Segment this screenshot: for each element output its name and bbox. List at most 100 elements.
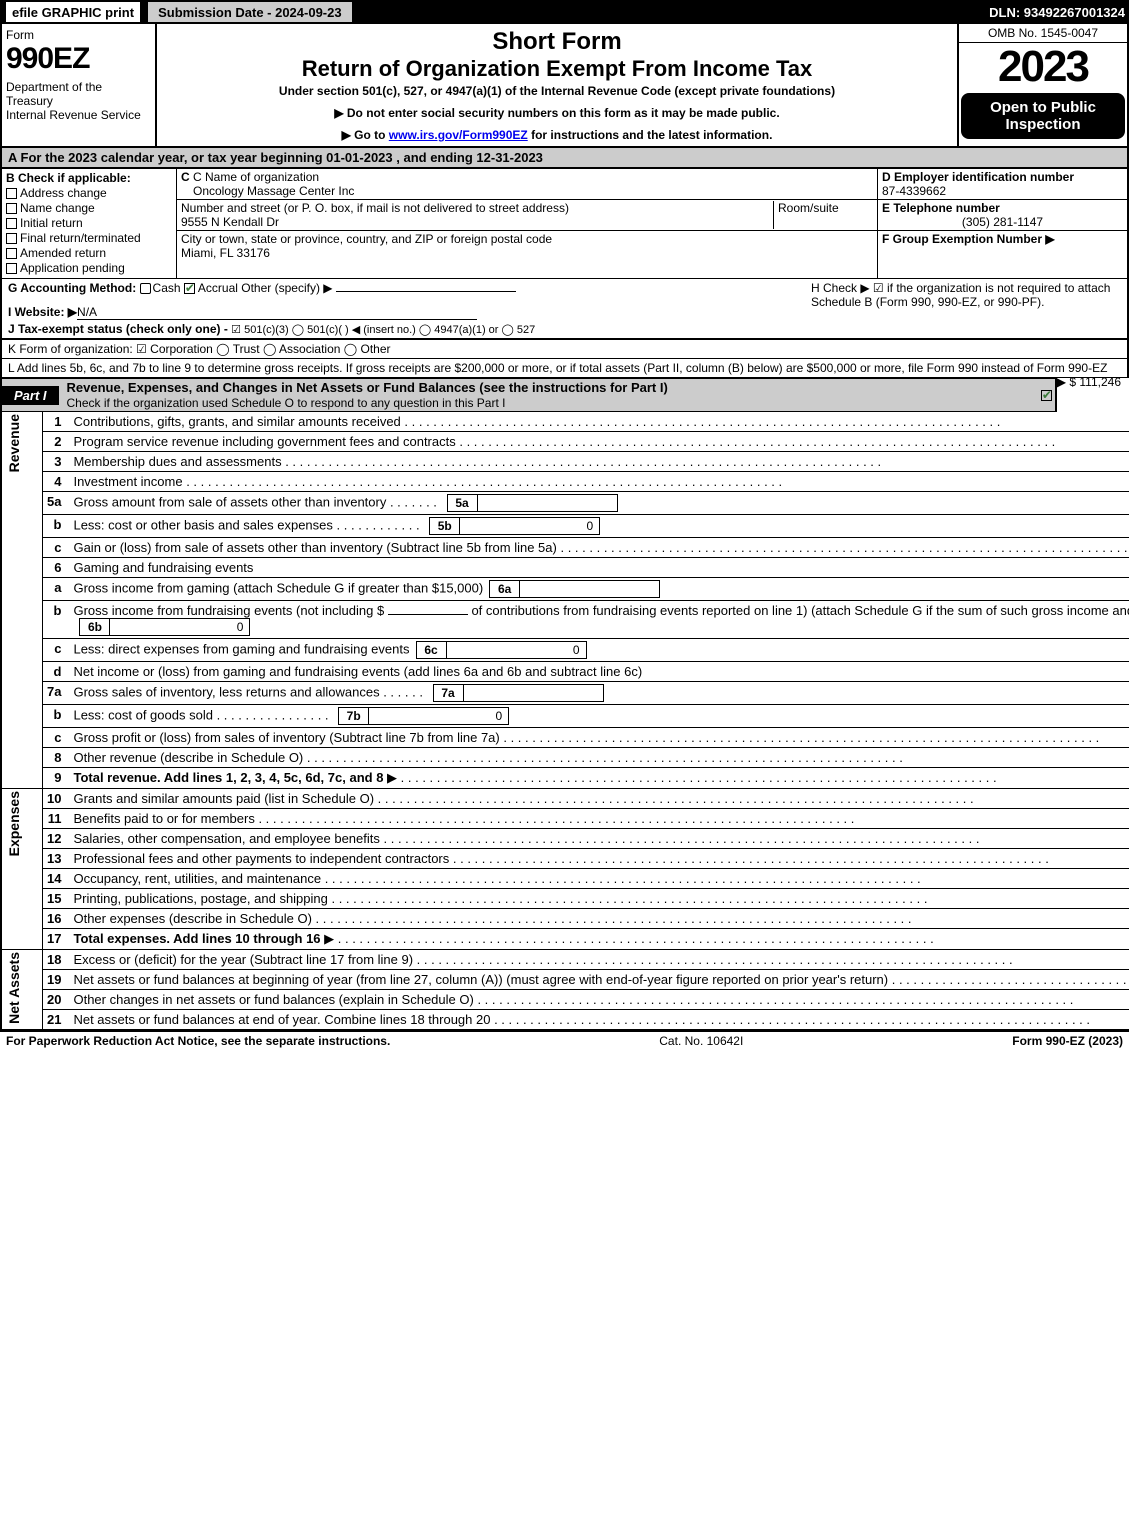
l6-num: 6	[43, 558, 70, 578]
l11-num: 11	[43, 809, 70, 829]
part1-title: Revenue, Expenses, and Changes in Net As…	[67, 380, 668, 395]
chk-pending[interactable]: Application pending	[6, 261, 172, 275]
org-name: Oncology Massage Center Inc	[181, 184, 873, 198]
chk-pending-label: Application pending	[20, 261, 125, 275]
l6a-ibox: 6a	[490, 581, 520, 598]
part1-schedule-o-check[interactable]	[1041, 390, 1052, 401]
l6c-num: c	[43, 639, 70, 662]
open-to-public: Open to Public Inspection	[961, 93, 1125, 139]
street-label: Number and street (or P. O. box, if mail…	[181, 201, 773, 215]
radio-cash[interactable]	[140, 283, 151, 294]
l20-num: 20	[43, 990, 70, 1010]
l18-num: 18	[43, 950, 70, 970]
l5c-desc: Gain or (loss) from sale of assets other…	[73, 540, 556, 555]
l20-desc: Other changes in net assets or fund bala…	[73, 992, 473, 1007]
line-8: 8Other revenue (describe in Schedule O)8…	[1, 748, 1129, 768]
line-5a: 5a Gross amount from sale of assets other…	[1, 492, 1129, 515]
other-input[interactable]	[336, 291, 516, 292]
short-form-title: Short Form	[165, 28, 949, 56]
l7a-num: 7a	[43, 682, 70, 705]
l13-desc: Professional fees and other payments to …	[73, 851, 449, 866]
line-7c: cGross profit or (loss) from sales of in…	[1, 728, 1129, 748]
l19-desc: Net assets or fund balances at beginning…	[73, 972, 888, 987]
chk-address[interactable]: Address change	[6, 186, 172, 200]
col-right-def: D Employer identification number 87-4339…	[877, 169, 1127, 278]
phone-value: (305) 281-1147	[882, 215, 1123, 229]
l3-num: 3	[43, 452, 70, 472]
l2-desc: Program service revenue including govern…	[73, 434, 455, 449]
b-label: B Check if applicable:	[6, 171, 172, 185]
row-ghij: G Accounting Method: Cash Accrual Other …	[0, 278, 1129, 340]
irs-link[interactable]: www.irs.gov/Form990EZ	[389, 128, 528, 142]
e-label: E Telephone number	[882, 201, 1123, 215]
l3-desc: Membership dues and assessments	[73, 454, 281, 469]
footer-left: For Paperwork Reduction Act Notice, see …	[6, 1034, 390, 1048]
j-options[interactable]: ☑ 501(c)(3) ◯ 501(c)( ) ◀ (insert no.) ◯…	[231, 324, 535, 336]
chk-amended[interactable]: Amended return	[6, 246, 172, 260]
line-4: 4Investment income40	[1, 472, 1129, 492]
line-7a: 7aGross sales of inventory, less returns…	[1, 682, 1129, 705]
chk-name-label: Name change	[20, 201, 95, 215]
l16-num: 16	[43, 909, 70, 929]
line-16: 16Other expenses (describe in Schedule O…	[1, 909, 1129, 929]
l5a-desc: Gross amount from sale of assets other t…	[73, 494, 386, 509]
header-mid: Short Form Return of Organization Exempt…	[157, 24, 957, 146]
line-6a: aGross income from gaming (attach Schedu…	[1, 578, 1129, 601]
return-title: Return of Organization Exempt From Incom…	[165, 56, 949, 82]
l6c-ival: 0	[446, 642, 586, 659]
note2-pre: ▶ Go to	[342, 128, 389, 142]
f-label: F Group Exemption Number ▶	[882, 232, 1055, 246]
l1-desc: Contributions, gifts, grants, and simila…	[73, 414, 400, 429]
l16-desc: Other expenses (describe in Schedule O)	[73, 911, 311, 926]
line-5b: bLess: cost or other basis and sales exp…	[1, 515, 1129, 538]
lines-table: Revenue 1 Contributions, gifts, grants, …	[0, 412, 1129, 1031]
l6b-ival: 0	[110, 619, 250, 636]
l12-num: 12	[43, 829, 70, 849]
l6d-desc: Net income or (loss) from gaming and fun…	[73, 664, 642, 679]
l5c-num: c	[43, 538, 70, 558]
form-word: Form	[6, 28, 151, 42]
row-l-amount: ▶ $ 111,246	[1057, 375, 1121, 389]
l9-num: 9	[43, 768, 70, 789]
row-k[interactable]: K Form of organization: ☑ Corporation ◯ …	[0, 340, 1129, 359]
l5b-num: b	[43, 515, 70, 538]
footer-right-post: (2023)	[1085, 1034, 1123, 1048]
h-note: H Check ▶ ☑ if the organization is not r…	[811, 281, 1121, 336]
line-9: 9Total revenue. Add lines 1, 2, 3, 4, 5c…	[1, 768, 1129, 789]
side-revenue: Revenue	[1, 412, 43, 789]
chk-final[interactable]: Final return/terminated	[6, 231, 172, 245]
line-6b: bGross income from fundraising events (n…	[1, 601, 1129, 639]
chk-name[interactable]: Name change	[6, 201, 172, 215]
line-18: Net Assets 18Excess or (deficit) for the…	[1, 950, 1129, 970]
row-l: L Add lines 5b, 6c, and 7b to line 9 to …	[0, 359, 1129, 378]
accrual-label: Accrual	[198, 281, 238, 295]
l5a-ibox: 5a	[447, 495, 477, 512]
website-value: N/A	[77, 305, 477, 320]
header-right: OMB No. 1545-0047 2023 Open to Public In…	[957, 24, 1127, 146]
l6c-ibox: 6c	[416, 642, 446, 659]
line-13: 13Professional fees and other payments t…	[1, 849, 1129, 869]
chk-address-label: Address change	[20, 186, 107, 200]
l6b-desc2: of contributions from fundraising events…	[471, 603, 1129, 618]
l10-desc: Grants and similar amounts paid (list in…	[73, 791, 374, 806]
l9-desc: Total revenue. Add lines 1, 2, 3, 4, 5c,…	[73, 770, 383, 785]
line-5c: cGain or (loss) from sale of assets othe…	[1, 538, 1129, 558]
cell-org-name: C C Name of organization Oncology Massag…	[177, 169, 877, 200]
l17-desc: Total expenses. Add lines 10 through 16	[73, 931, 320, 946]
cell-city: City or town, state or province, country…	[177, 231, 877, 261]
form-number: 990EZ	[6, 42, 151, 76]
omb-number: OMB No. 1545-0047	[959, 24, 1127, 43]
other-label: Other (specify) ▶	[241, 281, 332, 295]
chk-accrual[interactable]	[184, 283, 195, 294]
l19-num: 19	[43, 970, 70, 990]
l15-num: 15	[43, 889, 70, 909]
form-header: Form 990EZ Department of the Treasury In…	[0, 24, 1129, 148]
efile-label[interactable]: efile GRAPHIC print	[4, 0, 142, 24]
line-21: 21Net assets or fund balances at end of …	[1, 1010, 1129, 1031]
l13-num: 13	[43, 849, 70, 869]
chk-final-label: Final return/terminated	[20, 231, 141, 245]
l6b-blank[interactable]	[388, 614, 468, 615]
line-17: 17Total expenses. Add lines 10 through 1…	[1, 929, 1129, 950]
street-value: 9555 N Kendall Dr	[181, 215, 773, 229]
chk-initial[interactable]: Initial return	[6, 216, 172, 230]
